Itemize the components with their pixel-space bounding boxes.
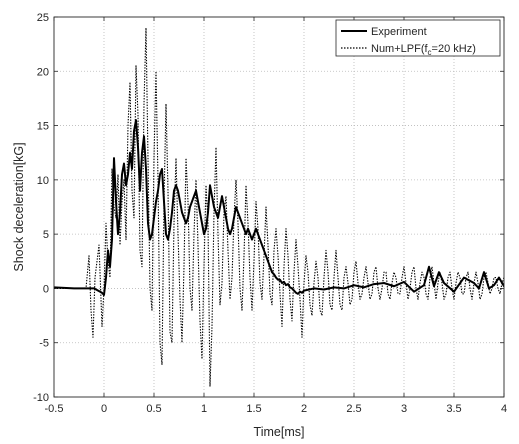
y-tick-label: 15 xyxy=(37,121,49,133)
x-tick-label: 0 xyxy=(101,403,107,415)
y-tick-label: 10 xyxy=(37,175,49,187)
legend-label-numerical-main: Num+LPF(f xyxy=(371,43,428,55)
y-tick-label: -5 xyxy=(39,338,49,350)
x-tick-label: 1 xyxy=(201,403,207,415)
y-tick-label: 25 xyxy=(37,12,49,24)
y-tick-label: 5 xyxy=(43,229,49,241)
x-tick-label: 3.5 xyxy=(446,403,461,415)
x-tick-label: 0.5 xyxy=(146,403,161,415)
legend-label-numerical-subscript: c xyxy=(428,48,432,57)
y-axis-title: Shock deceleration[kG] xyxy=(12,142,26,271)
x-tick-label: 1.5 xyxy=(246,403,261,415)
plot-area-frame xyxy=(53,16,505,398)
legend-box xyxy=(335,19,501,57)
legend-label-numerical: Num+LPF(fc=20 kHz) xyxy=(371,43,476,57)
x-tick-label: 4 xyxy=(501,403,507,415)
series-line-experiment xyxy=(54,119,504,296)
x-tick-label: 3 xyxy=(401,403,407,415)
axis-ticks: -0.5 0 0.5 1 1.5 2 2.5 3 3.5 4 -10 -5 0 5 10 15 20 25 xyxy=(33,12,507,415)
legend-label-experiment: Experiment xyxy=(371,26,427,38)
grid xyxy=(54,17,504,397)
y-tick-label: 0 xyxy=(43,283,49,295)
series-layer xyxy=(54,27,504,387)
legend-label-numerical-suffix: =20 kHz) xyxy=(432,43,476,55)
x-axis-title: Time[ms] xyxy=(254,425,305,439)
x-tick-label: -0.5 xyxy=(45,403,64,415)
legend: Experiment Num+LPF(fc=20 kHz) xyxy=(335,19,501,57)
y-tick-label: 20 xyxy=(37,66,49,78)
y-tick-label: -10 xyxy=(33,392,49,404)
x-tick-label: 2 xyxy=(301,403,307,415)
x-tick-label: 2.5 xyxy=(346,403,361,415)
